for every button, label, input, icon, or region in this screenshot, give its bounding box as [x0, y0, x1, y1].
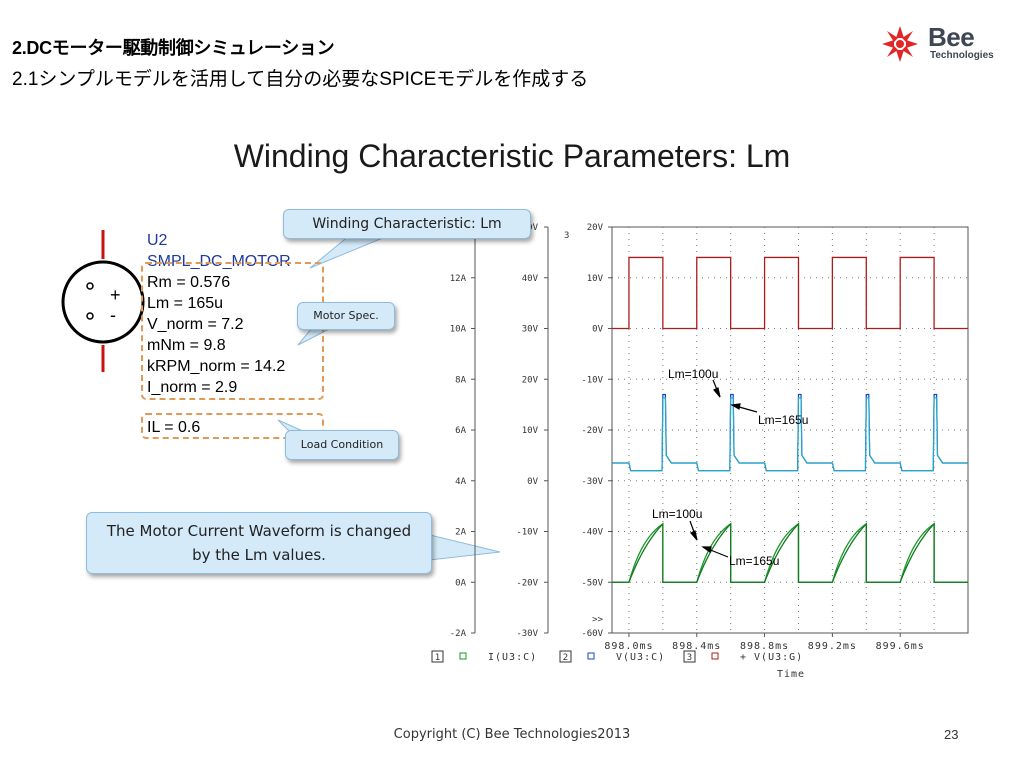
- legend-label: V(U3:C): [616, 652, 665, 663]
- legend-index-box: [431, 650, 444, 663]
- component-param: Lm = 165u: [147, 295, 224, 312]
- motor-symbol-icon: [61, 230, 145, 372]
- legend-label: + V(U3:G): [740, 652, 803, 663]
- annotation-arrows: [689, 379, 758, 558]
- component-param: Rm = 0.576: [147, 274, 231, 291]
- axis-tick-label-v1: 20V: [522, 375, 539, 385]
- axis-tick-label-v1: 40V: [522, 274, 539, 284]
- legend-marker: [459, 652, 467, 660]
- axis-tick-label-v1: 30V: [522, 325, 539, 335]
- axis-tick-label-current: 8A: [455, 375, 466, 385]
- logo-star-icon: [882, 26, 918, 62]
- motor-plus-sign: +: [110, 285, 121, 305]
- x-tick-label: 898.0ms: [604, 641, 653, 652]
- series-gate-line: [612, 256, 968, 330]
- axis-tick-label-v2: 0V: [592, 325, 603, 335]
- header-title: 2.DCモーター駆動制御シミュレーション: [12, 38, 335, 58]
- axis-tick-label-current: -2A: [450, 629, 467, 639]
- series-current-lm100: [612, 522, 968, 583]
- callout-waveform-note: The Motor Current Waveform is changed by…: [86, 512, 432, 574]
- axis-tick-label-current: 4A: [455, 477, 466, 487]
- page-number: 23: [944, 727, 959, 742]
- axis-tick-label-v2: 20V: [587, 223, 604, 233]
- component-param: V_norm = 7.2: [147, 316, 244, 333]
- axis-tick-label-current: 0A: [455, 578, 466, 588]
- header-subtitle: 2.1シンプルモデルを活用して自分の必要なSPICEモデルを作成する: [12, 69, 589, 90]
- axis-tick-label-current: 2A: [455, 528, 466, 538]
- callout-load-condition: Load Condition: [285, 430, 399, 460]
- legend-index: 3: [687, 653, 692, 663]
- component-param: mNm = 9.8: [147, 337, 226, 354]
- legend-index-box: [559, 650, 572, 663]
- callout-note-line2: by the Lm values.: [192, 546, 326, 564]
- callout-motor-spec: Motor Spec.: [297, 302, 395, 330]
- bee-logo: [882, 26, 918, 62]
- annotation-mid-lm165: Lm=165u: [758, 413, 808, 427]
- plot-axes: 14A12A10A8A6A4A2A0A-2A50V40V30V20V10V0V-…: [450, 223, 925, 652]
- legend-marker: [711, 652, 719, 660]
- motor-minus-sign: -: [110, 305, 116, 325]
- component-param: I_norm = 2.9: [147, 379, 238, 396]
- callout-pointer-note: [429, 534, 501, 561]
- axis-tick-label-v2: -20V: [581, 426, 603, 436]
- logo-subtitle: Technologies: [930, 50, 994, 61]
- callout-winding: Winding Characteristic: Lm: [283, 209, 531, 239]
- component-ref: U2: [147, 232, 168, 249]
- plot-legend: 1 I(U3:C) 2 V(U3:C) 3 + V(U3:G): [431, 650, 803, 663]
- annotation-low-lm100: Lm=100u: [652, 507, 702, 521]
- axis-tick-label-v1: 0V: [527, 477, 538, 487]
- series-drain-lm165: [612, 397, 968, 472]
- logo-name: Bee: [928, 22, 975, 52]
- x-tick-label: 898.8ms: [740, 641, 789, 652]
- legend-index: 2: [563, 653, 568, 663]
- axis-tick-label-v1: -20V: [516, 578, 538, 588]
- axis-tick-label-v2: -60V: [581, 629, 603, 639]
- legend-marker: [587, 652, 595, 660]
- axis-tick-label-v1: -30V: [516, 629, 538, 639]
- axis-tick-label-current: 6A: [455, 426, 466, 436]
- axis-tick-label-current: 10A: [450, 325, 467, 335]
- legend-index: 1: [435, 653, 440, 663]
- axis-tick-label-v2: -40V: [581, 528, 603, 538]
- legend-index-box: [683, 650, 696, 663]
- plot-waveforms: [612, 256, 968, 583]
- x-tick-label: 899.2ms: [808, 641, 857, 652]
- legend-label: I(U3:C): [488, 652, 537, 663]
- motor-spec-box: [141, 262, 324, 400]
- axis-tick-label-current: 12A: [450, 274, 467, 284]
- axis-tick-label-v2: -50V: [581, 578, 603, 588]
- component-model: SMPL_DC_MOTOR: [147, 253, 291, 270]
- component-param: kRPM_norm = 14.2: [147, 358, 286, 375]
- load-param: IL = 0.6: [147, 419, 201, 436]
- axis-tick-label-v1: 10V: [522, 426, 539, 436]
- x-tick-label: 898.4ms: [672, 641, 721, 652]
- series-current-lm165: [612, 522, 968, 583]
- axis-overflow-marker: >>: [592, 615, 603, 625]
- axis-tick-label-v2: -30V: [581, 477, 603, 487]
- axis-tick-label-v2: 10V: [587, 274, 604, 284]
- axis-tick-label-v1: -10V: [516, 528, 538, 538]
- callout-note-line1: The Motor Current Waveform is changed: [106, 522, 412, 540]
- x-axis-label: Time: [777, 669, 805, 680]
- axis-tick-label-v2: -10V: [581, 375, 603, 385]
- x-tick-label: 899.6ms: [876, 641, 925, 652]
- axis-number-marker: 3: [564, 231, 569, 241]
- annotation-mid-lm100: Lm=100u: [668, 367, 718, 381]
- slide-title: Winding Characteristic Parameters: Lm: [233, 138, 791, 174]
- copyright: Copyright (C) Bee Technologies2013: [393, 727, 631, 742]
- load-condition-box: [141, 413, 324, 439]
- annotation-low-lm165: Lm=165u: [729, 554, 779, 568]
